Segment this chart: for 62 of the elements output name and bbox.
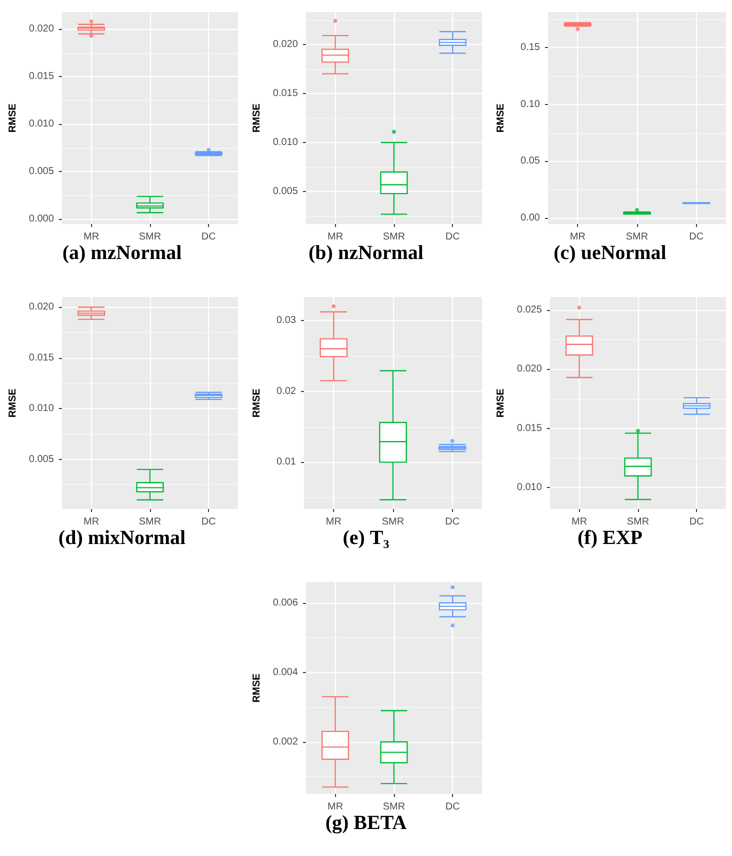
y-tick-label: 0.10	[520, 98, 540, 110]
y-axis-title: RMSE	[8, 388, 18, 418]
y-tick-label: 0.010	[516, 482, 542, 494]
text: (g) BETA	[325, 812, 408, 834]
x-tick-label: MR	[570, 232, 586, 242]
y-axis-title: RMSE	[252, 103, 262, 132]
y-tick-label: 0.015	[28, 352, 54, 364]
y-tick-label: 0.010	[28, 118, 54, 130]
y-tick-label: 0.00	[520, 212, 540, 224]
y-tick-label: 0.05	[520, 156, 540, 167]
x-tick-label: DC	[689, 516, 704, 528]
x-tick-label: SMR	[382, 232, 406, 242]
y-tick-label: 0.015	[28, 71, 54, 82]
text: (b) nzNormal	[308, 242, 424, 264]
x-tick-label: MR	[83, 516, 100, 528]
y-tick-label: 0.015	[272, 88, 298, 99]
y-axis-title: RMSE	[252, 673, 262, 702]
text: (e) T₃	[342, 527, 390, 549]
x-tick-label: DC	[201, 516, 216, 528]
x-tick-label: DC	[445, 232, 460, 242]
y-tick-label: 0.020	[516, 364, 542, 375]
y-tick-label: 0.020	[28, 24, 54, 35]
x-tick-label: MR	[326, 516, 342, 528]
x-tick-label: MR	[83, 232, 100, 242]
text: (c) ueNormal	[554, 242, 667, 264]
y-tick-label: 0.005	[28, 454, 54, 465]
y-tick-label: 0.02	[276, 386, 296, 397]
y-tick-label: 0.025	[516, 304, 542, 316]
y-tick-label: 0.010	[28, 403, 54, 414]
x-tick-label: SMR	[626, 516, 650, 528]
y-axis-title: RMSE	[8, 103, 18, 132]
y-tick-label: 0.15	[520, 42, 540, 54]
y-tick-label: 0.010	[272, 137, 298, 148]
y-tick-label: 0.002	[272, 736, 298, 748]
y-axis-title: RMSE	[496, 388, 506, 418]
text: (a) mzNormal	[62, 242, 182, 264]
x-tick-label: DC	[201, 232, 216, 242]
y-tick-label: 0.020	[272, 38, 298, 50]
y-tick-label: 0.000	[28, 214, 54, 225]
y-axis-title: RMSE	[252, 388, 262, 418]
y-tick-label: 0.005	[28, 166, 54, 178]
x-tick-label: DC	[445, 802, 460, 812]
y-tick-label: 0.03	[276, 314, 296, 326]
x-tick-label: DC	[445, 516, 460, 528]
x-tick-label: SMR	[382, 516, 404, 528]
x-tick-label: MR	[571, 516, 588, 528]
y-tick-label: 0.005	[272, 186, 298, 198]
y-tick-label: 0.01	[276, 456, 296, 468]
y-tick-label: 0.004	[272, 666, 298, 678]
text: (d) mixNormal	[58, 527, 186, 549]
x-tick-label: SMR	[138, 232, 162, 242]
x-tick-label: SMR	[626, 232, 648, 242]
x-tick-label: MR	[327, 802, 344, 812]
x-tick-label: MR	[327, 232, 344, 242]
x-tick-label: SMR	[382, 802, 406, 812]
x-tick-label: DC	[689, 232, 704, 242]
y-tick-label: 0.006	[272, 597, 298, 608]
y-tick-label: 0.020	[28, 302, 54, 313]
y-axis-title: RMSE	[496, 103, 506, 132]
x-tick-label: SMR	[138, 516, 162, 528]
text: (f) EXP	[578, 527, 642, 549]
y-tick-label: 0.015	[516, 422, 542, 434]
